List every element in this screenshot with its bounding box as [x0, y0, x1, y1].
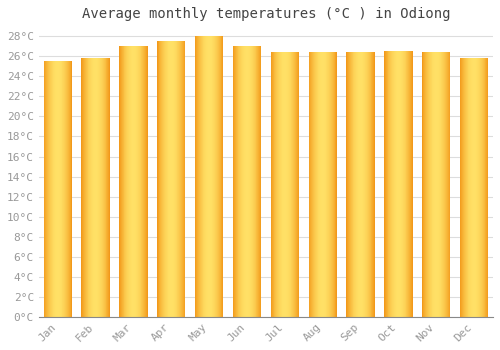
Title: Average monthly temperatures (°C ) in Odiong: Average monthly temperatures (°C ) in Od… [82, 7, 450, 21]
